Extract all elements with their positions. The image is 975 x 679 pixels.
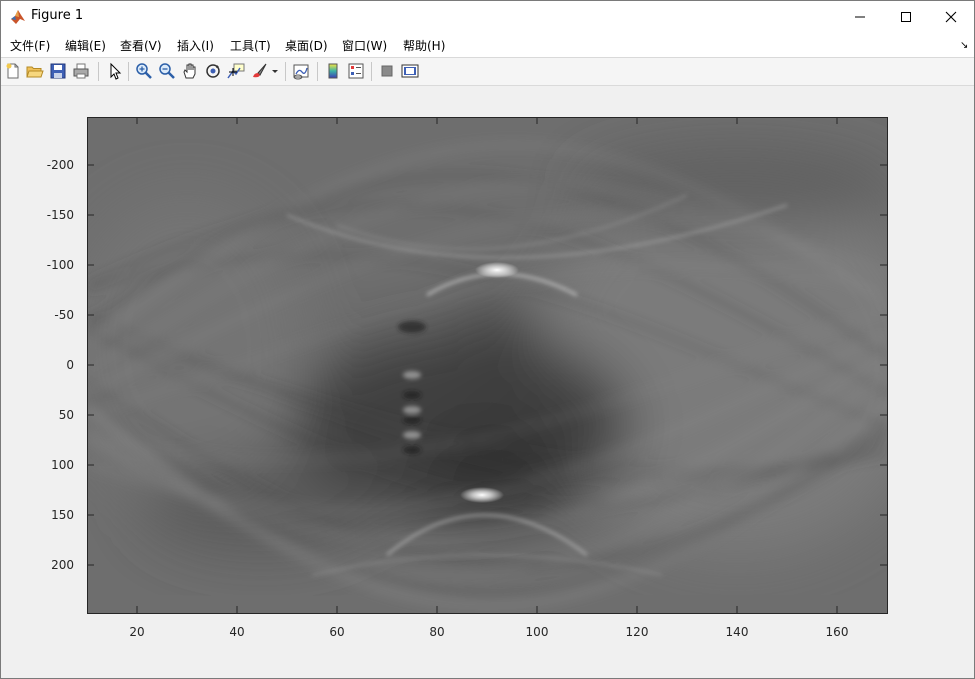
zoom-in-icon[interactable] <box>135 62 153 80</box>
zoom-out-icon[interactable] <box>158 62 176 80</box>
new-figure-icon[interactable] <box>4 62 22 80</box>
menu-edit[interactable]: 编辑(E) <box>65 39 106 53</box>
toolbar-separator <box>128 62 129 81</box>
image-data <box>87 117 887 613</box>
show-plot-tools-icon[interactable] <box>401 62 419 80</box>
y-tick-label: -50 <box>54 308 74 322</box>
open-file-icon[interactable] <box>26 62 44 80</box>
x-tick-label: 100 <box>526 625 549 639</box>
figure-toolbar <box>1 58 974 86</box>
maximize-button[interactable] <box>883 1 929 32</box>
menu-insert[interactable]: 插入(I) <box>177 39 214 53</box>
toolbar-separator <box>371 62 372 81</box>
pan-hand-icon[interactable] <box>181 62 199 80</box>
hide-plot-tools-icon[interactable] <box>378 62 396 80</box>
title-bar[interactable]: Figure 1 <box>1 1 974 32</box>
data-cursor-icon[interactable] <box>227 62 245 80</box>
menu-tools[interactable]: 工具(T) <box>230 39 271 53</box>
x-tick-label: 40 <box>229 625 244 639</box>
toolbar-separator <box>285 62 286 81</box>
x-tick-label: 140 <box>726 625 749 639</box>
select-arrow-icon[interactable] <box>106 62 124 80</box>
bright-spot-2 <box>460 487 504 503</box>
print-icon[interactable] <box>72 62 90 80</box>
axes-plot[interactable]: 20 40 60 80 100 120 140 160 -200 -150 -100 -50 0 50 1… <box>1 86 974 678</box>
maximize-icon <box>901 12 911 22</box>
menu-view[interactable]: 查看(V) <box>120 39 162 53</box>
y-tick-label: -100 <box>47 258 74 272</box>
minimize-button[interactable] <box>837 1 883 32</box>
menu-bar: 文件(F) 编辑(E) 查看(V) 插入(I) 工具(T) 桌面(D) 窗口(W… <box>1 32 974 58</box>
link-plot-icon[interactable] <box>292 62 310 80</box>
image-streaks <box>87 143 887 608</box>
close-icon <box>945 11 957 23</box>
y-tick-label: -200 <box>47 158 74 172</box>
insert-legend-icon[interactable] <box>347 62 365 80</box>
toolbar-separator <box>317 62 318 81</box>
y-tick-label: 50 <box>59 408 74 422</box>
x-tick-label: 60 <box>329 625 344 639</box>
window-title: Figure 1 <box>31 8 84 23</box>
x-tick-label: 160 <box>826 625 849 639</box>
y-tick-label: -150 <box>47 208 74 222</box>
rotate-3d-icon[interactable] <box>204 62 222 80</box>
brush-icon[interactable] <box>250 62 268 80</box>
menu-window[interactable]: 窗口(W) <box>342 39 388 53</box>
x-tick-label: 80 <box>429 625 444 639</box>
minimize-icon <box>855 16 865 18</box>
y-tick-label: 150 <box>51 508 74 522</box>
bright-spot-1 <box>475 262 519 278</box>
close-button[interactable] <box>928 1 974 32</box>
image-bright-spots <box>460 262 519 503</box>
y-tick-label: 0 <box>66 358 74 372</box>
x-tick-label: 20 <box>129 625 144 639</box>
figure-canvas: 20 40 60 80 100 120 140 160 -200 -150 -100 -50 0 50 1… <box>1 86 974 678</box>
y-tick-label: 100 <box>51 458 74 472</box>
toolbar-separator <box>98 62 99 81</box>
x-tick-label: 120 <box>626 625 649 639</box>
insert-colorbar-icon[interactable] <box>324 62 342 80</box>
dock-arrow-icon[interactable]: ↘ <box>960 40 969 51</box>
x-axis: 20 40 60 80 100 120 140 160 <box>129 117 848 639</box>
menu-desktop[interactable]: 桌面(D) <box>285 39 328 53</box>
save-icon[interactable] <box>49 62 67 80</box>
menu-file[interactable]: 文件(F) <box>10 39 51 53</box>
y-tick-label: 200 <box>51 558 74 572</box>
menu-help[interactable]: 帮助(H) <box>403 39 446 53</box>
brush-dropdown-icon[interactable] <box>270 62 280 80</box>
matlab-icon <box>10 9 26 25</box>
y-axis: -200 -150 -100 -50 0 50 100 150 200 <box>47 158 887 572</box>
